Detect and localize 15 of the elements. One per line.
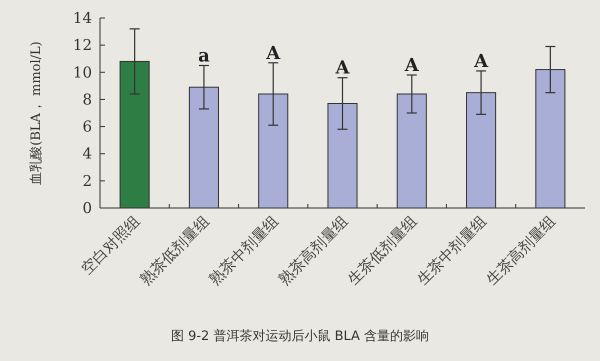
y-tick-label: 0	[82, 199, 92, 217]
y-tick-label: 8	[82, 90, 92, 108]
y-tick-label: 14	[72, 9, 92, 27]
y-axis-title: 血乳酸(BLA， mmol/L)	[29, 41, 44, 185]
annotation: A	[473, 50, 490, 72]
y-tick-label: 10	[72, 63, 92, 82]
y-tick-label: 12	[72, 36, 92, 54]
annotation: A	[265, 42, 282, 64]
y-tick-label: 2	[82, 172, 92, 190]
annotation: a	[198, 46, 210, 66]
y-tick-label: 6	[82, 118, 92, 136]
y-tick-label: 4	[82, 144, 92, 163]
caption: 图 9-2 普洱茶对运动后小鼠 BLA 含量的影响	[170, 328, 430, 344]
annotation: A	[334, 58, 351, 79]
annotation: A	[404, 55, 420, 76]
